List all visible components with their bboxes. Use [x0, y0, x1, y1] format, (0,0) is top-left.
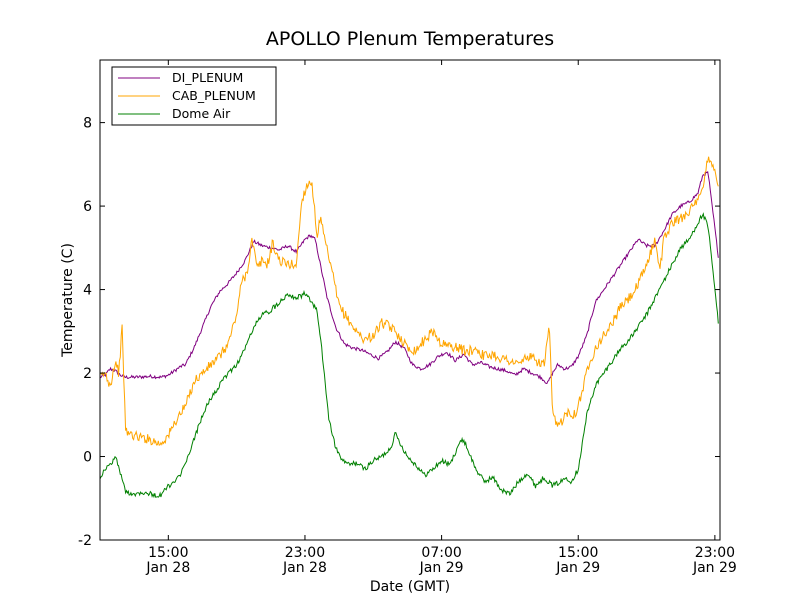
x-axis-label: Date (GMT) — [370, 579, 450, 595]
y-tick-label: 6 — [83, 199, 92, 215]
x-tick-label-date: Jan 29 — [692, 560, 737, 576]
x-tick-label-date: Jan 28 — [282, 560, 327, 576]
plot-frame — [99, 59, 721, 541]
legend: DI_PLENUM CAB_PLENUM Dome Air — [111, 66, 277, 126]
x-tick-label-date: Jan 29 — [419, 560, 464, 576]
y-tick-label: 2 — [83, 366, 92, 382]
legend-label: CAB_PLENUM — [172, 88, 256, 103]
x-tick-label-time: 15:00 — [148, 545, 188, 561]
x-tick-label-time: 23:00 — [695, 545, 735, 561]
y-axis-label: Temperature (C) — [60, 243, 76, 358]
series-line-cab-plenum — [100, 156, 719, 446]
x-tick-label-time: 15:00 — [558, 545, 598, 561]
x-tick-label-date: Jan 28 — [145, 560, 190, 576]
x-tick-label-time: 23:00 — [285, 545, 325, 561]
legend-label: Dome Air — [172, 106, 231, 121]
y-tick-label: 0 — [83, 450, 92, 466]
x-tick-label-date: Jan 29 — [555, 560, 600, 576]
y-tick-label: 8 — [83, 116, 92, 132]
y-tick-label: 4 — [83, 283, 92, 299]
series-line-dome-air — [100, 212, 719, 499]
chart-title: APOLLO Plenum Temperatures — [266, 28, 554, 50]
x-tick-label-time: 07:00 — [421, 545, 461, 561]
series-line-di-plenum — [100, 171, 719, 385]
plot-area — [100, 60, 720, 540]
legend-label: DI_PLENUM — [172, 70, 243, 85]
y-tick-label: -2 — [78, 533, 92, 549]
